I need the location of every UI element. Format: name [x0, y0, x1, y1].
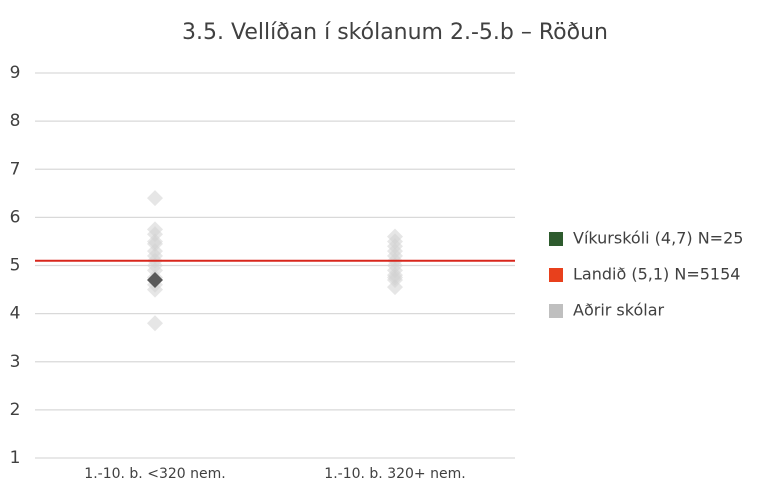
y-tick-label: 3 [10, 352, 21, 372]
diamond-point [147, 315, 163, 332]
y-tick-label: 6 [10, 207, 21, 227]
y-tick-label: 2 [10, 400, 21, 420]
legend-label: Landið (5,1) N=5154 [573, 265, 740, 284]
diamond-point [147, 281, 163, 298]
diamond-point [387, 279, 403, 296]
y-tick-label: 5 [10, 256, 21, 276]
legend-swatch [549, 304, 563, 318]
x-tick-label: 1.-10. b. 320+ nem. [324, 466, 465, 481]
chart-title: 3.5. Vellíðan í skólanum 2.-5.b – Röðun [182, 20, 608, 45]
diamond-point [147, 271, 163, 288]
y-tick-label: 9 [10, 63, 21, 83]
y-tick-label: 4 [10, 304, 21, 324]
legend-swatch [549, 268, 563, 282]
y-tick-label: 8 [10, 111, 21, 131]
legend-label: Víkurskóli (4,7) N=25 [573, 229, 743, 248]
y-tick-label: 7 [10, 159, 21, 179]
legend-label: Aðrir skólar [573, 301, 664, 320]
legend-swatch [549, 232, 563, 246]
x-tick-label: 1.-10. b. <320 nem. [84, 466, 225, 481]
diamond-point [147, 190, 163, 207]
y-tick-label: 1 [10, 448, 21, 468]
